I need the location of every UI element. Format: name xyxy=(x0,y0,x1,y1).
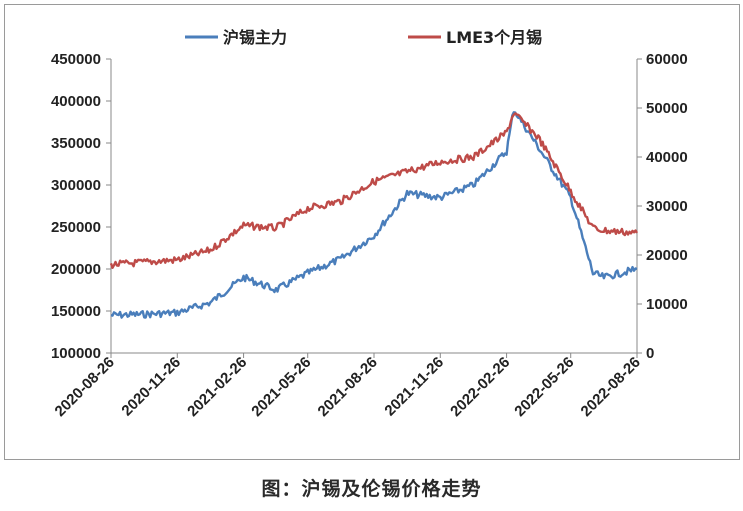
x-tick-label: 2021-05-26 xyxy=(248,354,314,420)
left-tick-label: 450000 xyxy=(51,51,101,68)
right-tick-label: 50000 xyxy=(646,100,688,117)
chart-frame: 沪锡主力 LME3个月锡 100000 150000 200000 250000 3000… xyxy=(4,4,740,460)
left-tick-label: 150000 xyxy=(51,303,101,320)
right-tick-label: 20000 xyxy=(646,247,688,264)
legend-label: LME3个月锡 xyxy=(446,28,542,47)
x-tick-label: 2021-08-26 xyxy=(315,354,381,420)
series-line-shfe-tin xyxy=(110,111,638,319)
legend-label: 沪锡主力 xyxy=(223,28,287,47)
left-tick-label: 350000 xyxy=(51,135,101,152)
right-tick-label: 40000 xyxy=(646,149,688,166)
axes: 1000001500002000002500003000003500004000… xyxy=(51,51,688,420)
left-tick-label: 300000 xyxy=(51,177,101,194)
right-tick-label: 30000 xyxy=(646,198,688,215)
left-tick-label: 400000 xyxy=(51,93,101,110)
x-tick-label: 2020-08-26 xyxy=(52,354,118,420)
series-line-lme-tin xyxy=(109,112,639,269)
right-tick-label: 0 xyxy=(646,345,654,362)
series-lines xyxy=(109,111,639,319)
right-tick-label: 60000 xyxy=(646,51,688,68)
x-tick-label: 2022-08-26 xyxy=(578,354,644,420)
left-tick-label: 100000 xyxy=(51,345,101,362)
left-tick-label: 200000 xyxy=(51,261,101,278)
left-tick-label: 250000 xyxy=(51,219,101,236)
x-tick-label: 2022-05-26 xyxy=(511,354,577,420)
chart-svg: 沪锡主力 LME3个月锡 1000001500002000002500003000… xyxy=(51,28,688,420)
x-tick-label: 2022-02-26 xyxy=(447,354,513,420)
right-tick-label: 10000 xyxy=(646,296,688,313)
x-tick-label: 2021-11-26 xyxy=(381,354,447,420)
x-tick-label: 2021-02-26 xyxy=(184,354,250,420)
figure-caption: 图：沪锡及伦锡价格走势 xyxy=(261,478,482,500)
legend: 沪锡主力 LME3个月锡 xyxy=(185,28,542,47)
x-tick-label: 2020-11-26 xyxy=(118,354,184,420)
